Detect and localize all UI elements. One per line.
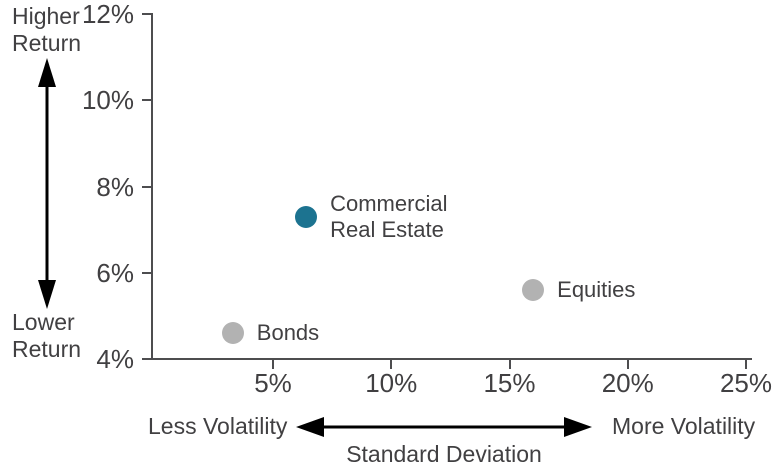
more-volatility-label: More Volatility xyxy=(612,413,756,439)
x-axis-tick-label: 10% xyxy=(365,368,418,398)
lower-return-label: Lower Return xyxy=(12,309,82,362)
x-axis-title: Standard Deviation xyxy=(346,441,542,467)
y-axis-tick xyxy=(142,271,152,274)
y-axis-tick xyxy=(142,358,152,360)
y-axis-tick-label: 6% xyxy=(96,257,134,288)
volatility-direction-arrow xyxy=(296,417,592,437)
equities-label: Equities xyxy=(557,277,636,302)
x-axis-tick xyxy=(390,359,393,369)
x-axis-tick xyxy=(508,359,511,369)
x-axis-tick-label: 15% xyxy=(483,368,536,398)
bonds-point xyxy=(221,322,244,345)
x-axis-tick-label: 20% xyxy=(601,368,654,398)
x-axis-tick xyxy=(272,359,274,369)
y-axis-tick-label: 10% xyxy=(81,85,134,116)
y-axis-tick xyxy=(142,185,152,188)
less-volatility-label: Less Volatility xyxy=(148,413,288,439)
y-axis-tick xyxy=(142,13,152,15)
higher-return-label: Higher Return xyxy=(12,3,82,56)
commercial-real-estate-label: Commercial Real Estate xyxy=(330,190,448,242)
y-axis-tick-label: 4% xyxy=(96,344,134,374)
equities-point xyxy=(522,279,545,301)
commercial-real-estate-point xyxy=(295,205,318,228)
x-axis-tick-label: 5% xyxy=(254,368,292,398)
return-direction-arrow xyxy=(38,58,56,309)
bonds-label: Bonds xyxy=(256,320,320,346)
x-axis-tick xyxy=(745,359,747,369)
y-axis-tick-label: 8% xyxy=(96,171,134,202)
y-axis-tick-label: 12% xyxy=(81,0,134,29)
y-axis-tick xyxy=(142,99,152,102)
x-axis-tick-label: 25% xyxy=(719,368,773,398)
x-axis-tick xyxy=(626,359,629,369)
